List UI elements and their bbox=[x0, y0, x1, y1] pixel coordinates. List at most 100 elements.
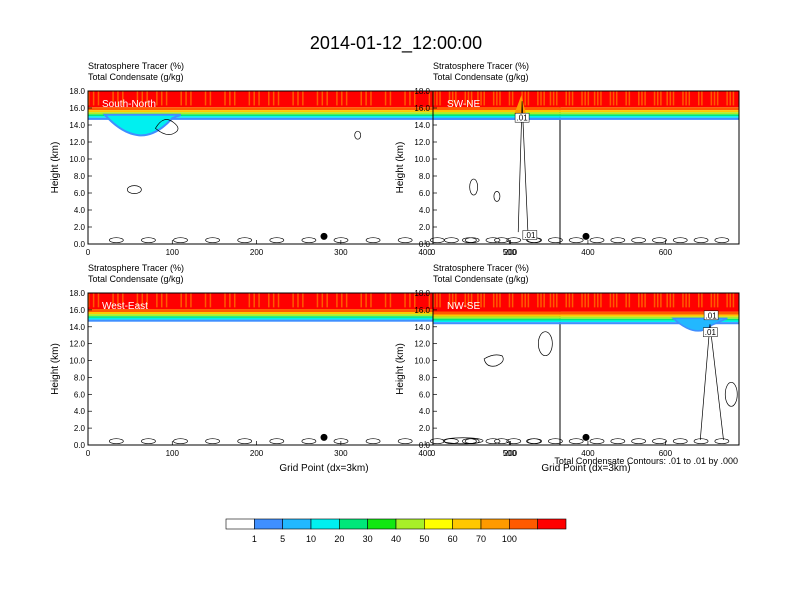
tracer-streak bbox=[321, 91, 324, 106]
tracer-streak bbox=[638, 293, 640, 308]
tracer-streak bbox=[389, 91, 392, 106]
tracer-streak bbox=[136, 91, 139, 106]
tracer-streak bbox=[732, 293, 735, 308]
tracer-streak bbox=[292, 293, 294, 308]
y-axis-label: Height (km) bbox=[50, 343, 61, 395]
y-tick-label: 0.0 bbox=[419, 441, 431, 450]
tracer-band-2 bbox=[88, 309, 560, 312]
tracer-streak bbox=[464, 293, 467, 308]
tracer-band-6 bbox=[88, 116, 560, 118]
colorbar-level-label: 50 bbox=[419, 534, 429, 544]
y-tick-label: 6.0 bbox=[74, 189, 86, 198]
tracer-streak bbox=[384, 91, 387, 106]
y-tick-label: 6.0 bbox=[74, 390, 86, 399]
tracer-streak bbox=[571, 91, 574, 106]
tracer-streak bbox=[628, 293, 631, 308]
condensate-contour bbox=[537, 331, 553, 357]
colorbar-box bbox=[509, 518, 538, 530]
panel-subtitle-tracer: Stratosphere Tracer (%) bbox=[88, 61, 184, 71]
y-tick-label: 16.0 bbox=[69, 306, 85, 315]
tracer-streak bbox=[685, 91, 687, 106]
x-tick-label: 400 bbox=[581, 248, 595, 257]
condensate-contour bbox=[610, 438, 626, 445]
tracer-streak bbox=[625, 91, 627, 106]
tracer-streak bbox=[467, 293, 470, 308]
condensate-contour bbox=[699, 324, 724, 440]
condensate-contour bbox=[429, 237, 445, 244]
y-tick-label: 8.0 bbox=[419, 373, 431, 382]
tracer-streak bbox=[448, 91, 451, 106]
tracer-streak bbox=[414, 293, 416, 308]
x-tick-label: 100 bbox=[166, 449, 180, 458]
y-tick-label: 14.0 bbox=[414, 121, 430, 130]
y-axis-label: Height (km) bbox=[395, 343, 406, 395]
y-tick-label: 0.0 bbox=[419, 240, 431, 249]
condensate-contour bbox=[724, 381, 738, 407]
tracer-streak bbox=[701, 293, 703, 308]
tracer-streak bbox=[272, 91, 275, 106]
colorbar-level-label: 1 bbox=[252, 534, 257, 544]
condensate-contour bbox=[714, 237, 730, 244]
tracer-band-5 bbox=[433, 318, 739, 321]
tracer-streak bbox=[552, 293, 555, 308]
tracer-band-7 bbox=[433, 117, 739, 120]
condensate-contour bbox=[568, 438, 584, 445]
tracer-streak bbox=[165, 293, 168, 308]
tracer-streak bbox=[258, 91, 260, 106]
tracer-streak bbox=[672, 91, 675, 106]
tracer-streak bbox=[549, 91, 552, 106]
tracer-streak bbox=[436, 91, 438, 106]
tracer-streak bbox=[669, 293, 672, 308]
tracer-streak bbox=[268, 91, 270, 106]
tracer-streak bbox=[370, 91, 372, 106]
condensate-contour bbox=[693, 237, 709, 244]
tracer-streak bbox=[451, 91, 454, 106]
condensate-contour bbox=[548, 438, 563, 445]
y-tick-label: 6.0 bbox=[419, 189, 431, 198]
tracer-streak bbox=[527, 293, 530, 308]
x-axis-label: Grid Point (dx=3km) bbox=[541, 463, 630, 474]
tracer-streak bbox=[584, 293, 586, 308]
tracer-streak bbox=[112, 293, 114, 308]
condensate-contour bbox=[548, 237, 563, 244]
tracer-streak bbox=[656, 293, 659, 308]
colorbar-level-label: 10 bbox=[306, 534, 316, 544]
condensate-contour bbox=[464, 438, 480, 445]
condensate-contour bbox=[485, 237, 501, 244]
tracer-streak bbox=[365, 91, 367, 106]
tracer-streak bbox=[268, 293, 270, 308]
tracer-streak bbox=[455, 293, 457, 308]
tracer-streak bbox=[669, 91, 672, 106]
tracer-band-5 bbox=[88, 114, 560, 117]
tracer-streak bbox=[565, 91, 567, 106]
colorbar-level-label: 20 bbox=[334, 534, 344, 544]
condensate-contour bbox=[205, 237, 220, 244]
tracer-streak bbox=[587, 91, 590, 106]
tracer-streak bbox=[556, 293, 558, 308]
tracer-streak bbox=[297, 293, 299, 308]
contour-label: .01 bbox=[517, 114, 529, 123]
y-tick-label: 16.0 bbox=[69, 104, 85, 113]
x-tick-label: 100 bbox=[166, 248, 180, 257]
condensate-contour bbox=[154, 119, 179, 135]
x-axis-label: Grid Point (dx=3km) bbox=[279, 463, 368, 474]
tracer-streak bbox=[470, 293, 473, 308]
condensate-contour bbox=[672, 237, 688, 244]
contour-label-box bbox=[703, 310, 719, 321]
tracer-fold bbox=[514, 95, 526, 114]
tracer-streak bbox=[470, 91, 473, 106]
tracer-streak bbox=[326, 293, 328, 308]
x-tick-label: 300 bbox=[334, 248, 348, 257]
colorbar-level-label: 30 bbox=[363, 534, 373, 544]
tracer-streak bbox=[615, 293, 618, 308]
tracer-streak bbox=[209, 91, 212, 106]
tracer-band-4 bbox=[88, 112, 560, 115]
tracer-streak bbox=[729, 293, 732, 308]
tracer-streak bbox=[568, 293, 571, 308]
x-tick-label: 600 bbox=[659, 248, 673, 257]
tracer-streak bbox=[568, 91, 571, 106]
x-tick-label: 0 bbox=[86, 248, 91, 257]
condensate-contour bbox=[269, 438, 285, 445]
tracer-streak bbox=[464, 91, 467, 106]
y-tick-label: 2.0 bbox=[419, 424, 431, 433]
